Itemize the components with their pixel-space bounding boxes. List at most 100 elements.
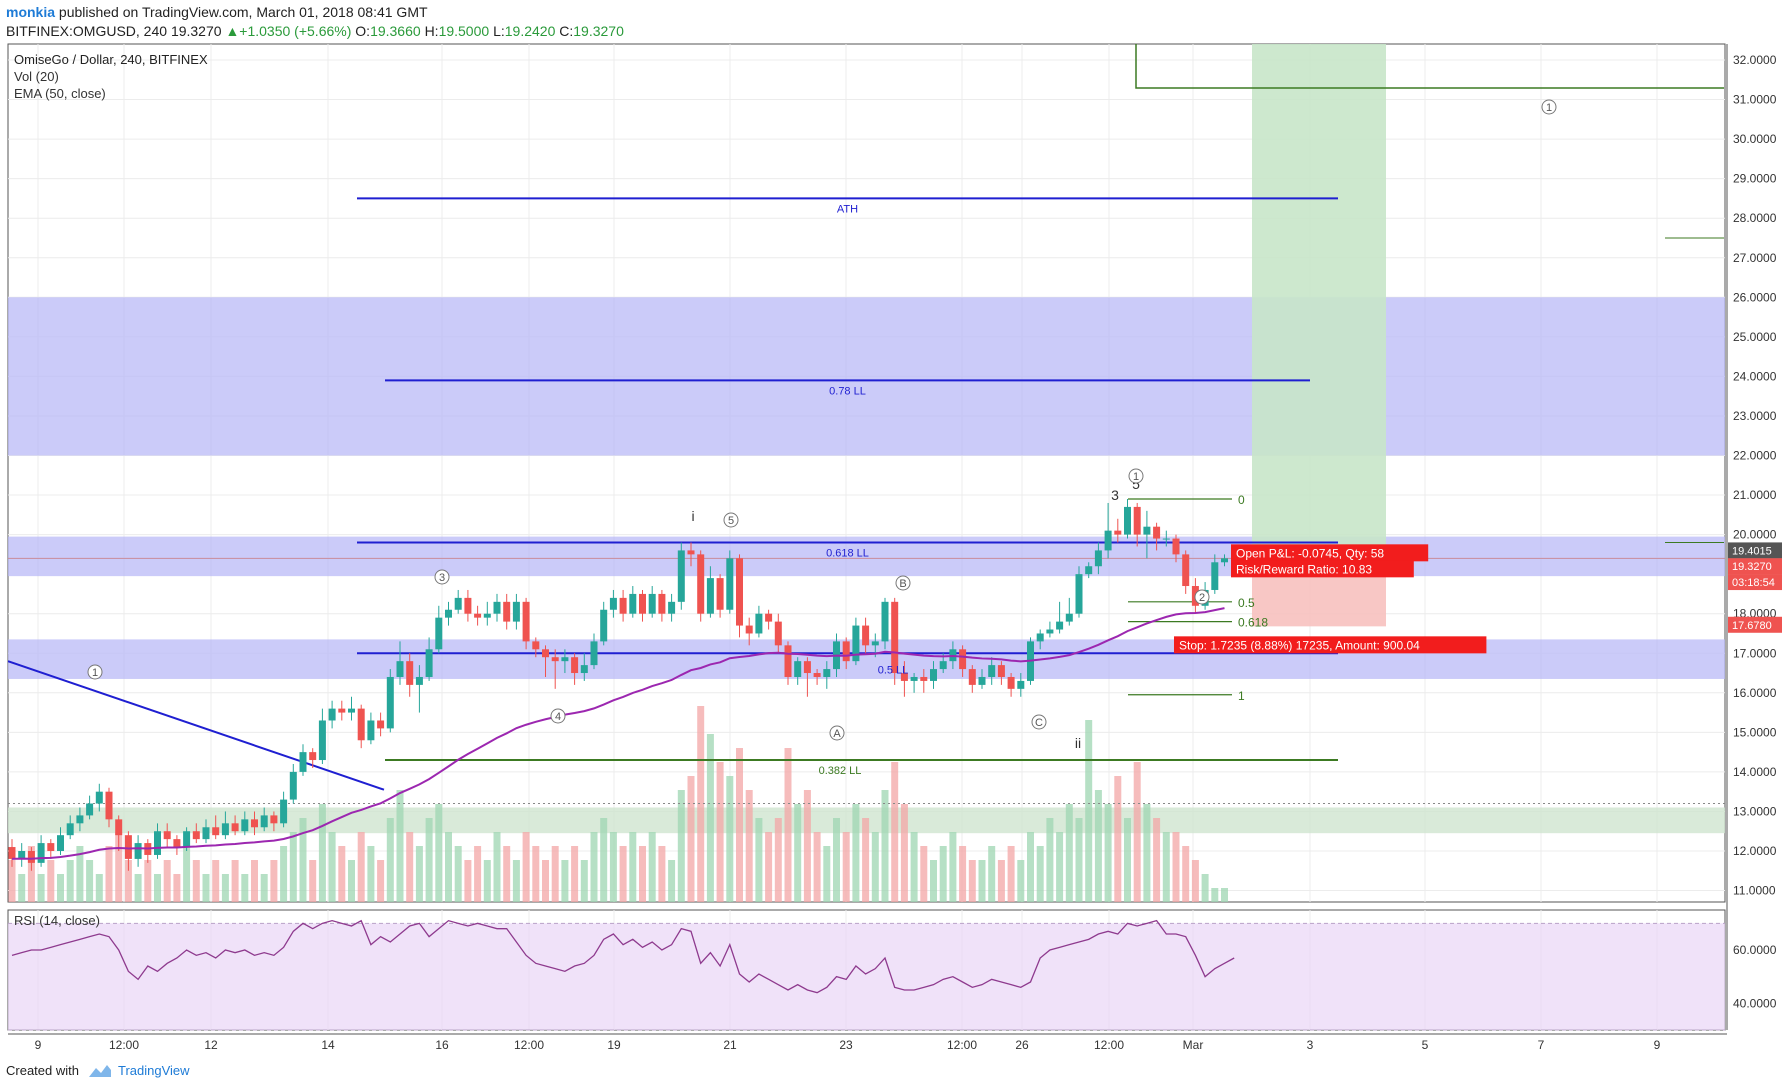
ema-line	[11, 607, 1225, 860]
wave-circle	[87, 664, 103, 680]
candle-body	[668, 601, 676, 614]
candle-body	[939, 661, 947, 670]
volume-bar	[949, 832, 957, 902]
axes: 9 12:00 12 14 16 12:00 19 21 23 12:00 26 12:00 Mar 3 5…	[8, 44, 1782, 1052]
candle-body	[212, 827, 220, 836]
volume-bar	[173, 874, 181, 902]
x-tick-label: Mar	[1183, 1038, 1204, 1052]
volume-bar	[1075, 818, 1083, 902]
legend-vol: Vol (20)	[14, 69, 59, 84]
candle-body	[105, 791, 113, 820]
volume-bar	[483, 860, 491, 902]
volume-bar	[551, 846, 559, 902]
candle-body	[813, 673, 821, 677]
volume-bar	[930, 860, 937, 902]
volume-bar	[648, 832, 656, 902]
candle-body	[338, 708, 346, 713]
volume-bar	[163, 860, 171, 902]
volume-bar	[289, 832, 297, 902]
low-label: L:	[493, 23, 505, 39]
candle-body	[774, 621, 782, 646]
volume-bar	[1172, 832, 1180, 902]
rsi-pane	[8, 919, 1725, 1031]
candle-body	[348, 708, 355, 713]
candle-body	[590, 641, 598, 666]
fib-label: 1	[1238, 689, 1245, 703]
volume-bar	[1094, 790, 1102, 902]
price-tag-bg	[1728, 616, 1782, 633]
volume-bar	[968, 860, 976, 902]
volume-bar	[687, 776, 695, 902]
y-tick-label: 17.0000	[1733, 646, 1777, 660]
volume-bar	[18, 874, 26, 902]
volume-bar	[1133, 762, 1141, 902]
volume-bar	[105, 846, 113, 902]
volume-bar	[745, 790, 753, 902]
volume-bar	[658, 846, 666, 902]
candle-body	[997, 665, 1005, 677]
volume-bar	[629, 832, 637, 902]
wave-circle	[1541, 99, 1557, 115]
candle-body	[561, 657, 569, 662]
y-tick-label: 32.0000	[1733, 53, 1777, 67]
wave-label: i	[691, 508, 694, 524]
volume-bar	[192, 860, 200, 902]
rsi-tick-label: 40.0000	[1733, 996, 1777, 1010]
y-tick-label: 13.0000	[1733, 804, 1777, 818]
candle-body	[124, 835, 132, 859]
volume-bar	[1056, 832, 1064, 902]
candle-body	[367, 720, 375, 741]
position-tag: Stop: 1.7235 (8.88%) 17235, Amount: 900.…	[1179, 638, 1420, 652]
volume-bar	[590, 832, 598, 902]
volume-bar	[512, 860, 520, 902]
candle-body	[881, 601, 889, 642]
candle-body	[852, 625, 860, 662]
volume-bar	[435, 804, 443, 902]
candle-body	[755, 613, 763, 634]
candle-body	[163, 831, 171, 840]
price-tag: 17.6780	[1732, 620, 1772, 632]
volume-bar	[619, 846, 627, 902]
author-link[interactable]: monkia	[6, 4, 56, 20]
volume-bar	[910, 832, 918, 902]
x-tick-label: 16	[435, 1038, 449, 1052]
candle-body	[270, 815, 278, 824]
volume-bar	[862, 818, 870, 902]
volume-bar	[833, 818, 840, 902]
candle-body	[619, 597, 627, 614]
candle-body	[978, 676, 986, 685]
candle-body	[328, 708, 336, 721]
candle-body	[900, 673, 908, 681]
volume-bar	[580, 860, 588, 902]
candle-body	[959, 649, 967, 670]
candle-body	[1085, 566, 1093, 575]
volume-bar	[115, 832, 123, 902]
x-tick-label: 12:00	[1094, 1038, 1124, 1052]
price-tag: 03:18:54	[1732, 577, 1775, 589]
y-tick-label: 25.0000	[1733, 330, 1777, 344]
volume-bar	[386, 818, 394, 902]
wave-label: 1	[1546, 102, 1552, 114]
wave-label: 1	[1133, 471, 1139, 483]
last-price: 19.3270	[170, 23, 222, 39]
legend-ema: EMA (50, close)	[14, 86, 106, 101]
volume-bar	[280, 846, 288, 902]
level-label: ATH	[837, 203, 858, 215]
candle-body	[95, 791, 103, 804]
x-tick-label: 19	[607, 1038, 621, 1052]
x-tick-label: 5	[1422, 1038, 1429, 1052]
candle-body	[66, 823, 74, 836]
main-pane-frame	[7, 43, 1726, 903]
wave-circle	[829, 725, 845, 741]
tradingview-link[interactable]: TradingView	[118, 1063, 190, 1078]
candle-body	[871, 641, 879, 646]
candle-body	[454, 597, 462, 610]
volume-bar	[8, 860, 16, 902]
y-tick-label: 27.0000	[1733, 251, 1777, 265]
chart-canvas[interactable]: ATH 0.78 LL 0.618 LL 0.5 LL 0.382 LL 0 0.5 0.61…	[0, 0, 1783, 1060]
candle-body	[8, 847, 16, 859]
high-value: 19.5000	[438, 23, 490, 39]
volume-bar	[871, 832, 879, 902]
volume-bar	[1085, 720, 1093, 902]
candle-body	[1172, 538, 1180, 555]
